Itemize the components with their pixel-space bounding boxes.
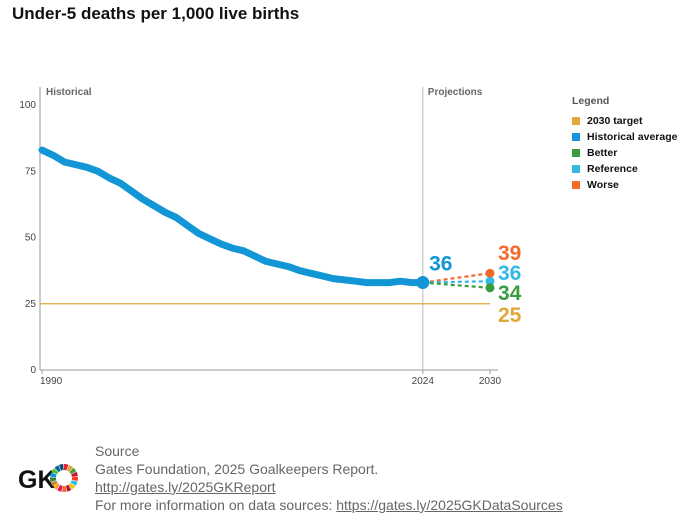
x-tick-label: 2030: [479, 376, 502, 387]
legend-swatch: [572, 149, 580, 157]
historical-label: Historical: [46, 87, 92, 98]
sdg-wheel-segment: [57, 485, 63, 492]
target-value-label: 25: [498, 304, 522, 327]
legend-label: Worse: [587, 179, 619, 191]
legend-label: Reference: [587, 163, 638, 175]
projection-line-better: [422, 281, 491, 289]
chart-legend: Legend 2030 target Historical average Bett…: [572, 95, 677, 193]
sdg-wheel-segment: [69, 467, 77, 475]
projection-line-reference: [422, 280, 491, 284]
legend-label: Historical average: [587, 131, 678, 143]
legend-item: 2030 target: [572, 113, 677, 129]
source-heading: Source: [95, 443, 140, 459]
legend-item: Reference: [572, 161, 677, 177]
historical-series-line: [38, 146, 427, 287]
data-sources-link[interactable]: https://gates.ly/2025GKDataSources: [336, 497, 563, 513]
sdg-wheel-segment: [51, 468, 59, 475]
legend-item: Better: [572, 145, 677, 161]
legend-swatch: [572, 165, 580, 173]
x-tick-label: 1990: [40, 376, 63, 387]
projection-value-label-reference: 36: [498, 262, 521, 285]
legend-item: Worse: [572, 177, 677, 193]
data-sources-prefix: For more information on data sources:: [95, 497, 337, 513]
historical-endpoint: [416, 276, 430, 290]
historical-value-label: 36: [429, 253, 452, 276]
x-tick-label: 2024: [412, 376, 435, 387]
sdg-wheel-segment: [53, 483, 60, 490]
sdg-wheel-segment: [71, 471, 78, 477]
sdg-wheel-segment: [70, 480, 78, 486]
sdg-wheel-segment: [50, 480, 58, 487]
y-tick-label: 75: [25, 166, 37, 177]
sdg-wheel-segment: [65, 484, 72, 492]
projection-point-worse: [485, 268, 495, 278]
sdg-wheel-segment: [64, 464, 69, 471]
source-line: Gates Foundation, 2025 Goalkeepers Repor…: [95, 461, 379, 477]
projection-point-reference: [485, 276, 495, 286]
y-tick-label: 100: [19, 100, 36, 111]
projection-point-better: [485, 283, 495, 293]
source-block: Source Gates Foundation, 2025 Goalkeeper…: [95, 442, 563, 514]
projections-label: Projections: [428, 87, 483, 98]
report-link[interactable]: http://gates.ly/2025GKReport: [95, 479, 276, 495]
legend-item: Historical average: [572, 129, 677, 145]
sdg-wheel-segment: [62, 485, 67, 492]
legend-swatch: [572, 133, 580, 141]
legend-title: Legend: [572, 95, 610, 107]
projection-value-label-better: 34: [498, 282, 522, 305]
legend-swatch: [572, 181, 580, 189]
chart-plot: 0 25 50 75 100 1990 2024 2030 Historical Projecti…: [19, 87, 522, 387]
sdg-wheel-segment: [71, 476, 78, 482]
sdg-wheel-segment: [66, 464, 73, 472]
chart-title: Under-5 deaths per 1,000 live births: [12, 4, 300, 23]
y-tick-label: 0: [30, 365, 36, 376]
gk-logo-text: GK: [18, 466, 56, 494]
sdg-wheel-icon: [50, 464, 78, 492]
legend-swatch: [572, 117, 580, 125]
projection-line-worse: [422, 272, 491, 284]
sdg-wheel-segment: [58, 464, 64, 471]
sdg-wheel-segment: [50, 472, 57, 478]
legend-label: Better: [587, 147, 618, 159]
y-tick-label: 25: [25, 299, 37, 310]
y-tick-label: 50: [25, 233, 37, 244]
legend-label: 2030 target: [587, 115, 643, 127]
gk-logo: GK: [18, 464, 78, 494]
sdg-wheel-segment: [68, 482, 76, 490]
projection-value-label-worse: 39: [498, 242, 521, 265]
sdg-wheel-segment: [54, 465, 61, 473]
data-sources-line: For more information on data sources: ht…: [95, 496, 563, 514]
sdg-wheel-segment: [50, 477, 57, 482]
